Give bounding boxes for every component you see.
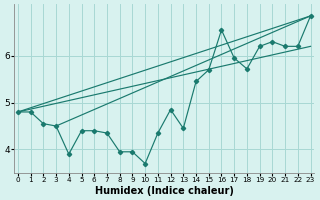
X-axis label: Humidex (Indice chaleur): Humidex (Indice chaleur) (95, 186, 234, 196)
